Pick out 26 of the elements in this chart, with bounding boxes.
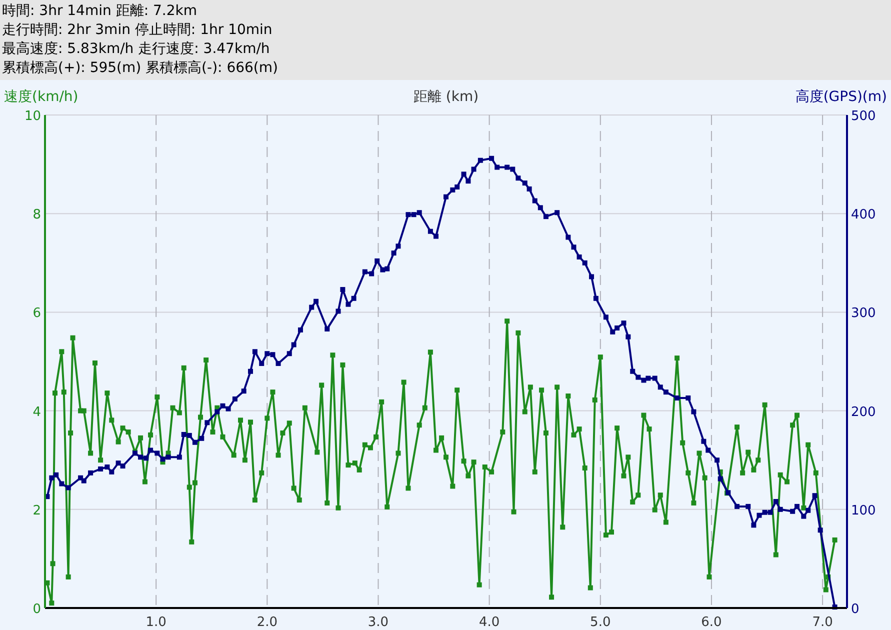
x-axis-title: 距離 (km) [413,89,479,105]
y-tick-label: 4 [32,404,41,420]
y-tick-label: 2 [32,503,41,518]
y-tick-label: 0 [32,602,41,617]
x-tick-label: 7.0 [812,615,833,630]
y2-axis-title: 高度(GPS)(m) [795,89,887,105]
y2-tick-label: 0 [851,602,860,617]
x-tick-label: 6.0 [701,615,722,630]
y2-tick-label: 200 [851,404,876,420]
y2-tick-label: 500 [851,109,876,124]
x-tick-label: 4.0 [478,615,500,630]
text: 最高速度: 5.83km/h 走行速度: 3.47km/h [2,41,270,57]
y-tick-label: 6 [32,306,41,322]
x-tick-label: 5.0 [590,615,611,630]
text: 累積標高(+): 595(m) 累積標高(-): 666(m) [2,60,278,76]
y2-tick-label: 300 [851,306,876,322]
y-tick-label: 10 [24,109,41,124]
text: 時間: 3hr 14min 距離: 7.2km [2,3,197,19]
x-tick-label: 1.0 [146,615,166,630]
text: 走行時間: 2hr 3min 停止時間: 1hr 10min [2,22,272,38]
x-tick-label: 3.0 [368,615,389,630]
y2-tick-label: 400 [851,208,876,223]
y-tick-label: 8 [32,208,41,223]
x-tick-label: 2.0 [256,615,278,630]
y-axis-title: 速度(km/h) [4,89,78,105]
y2-tick-label: 100 [851,503,876,518]
